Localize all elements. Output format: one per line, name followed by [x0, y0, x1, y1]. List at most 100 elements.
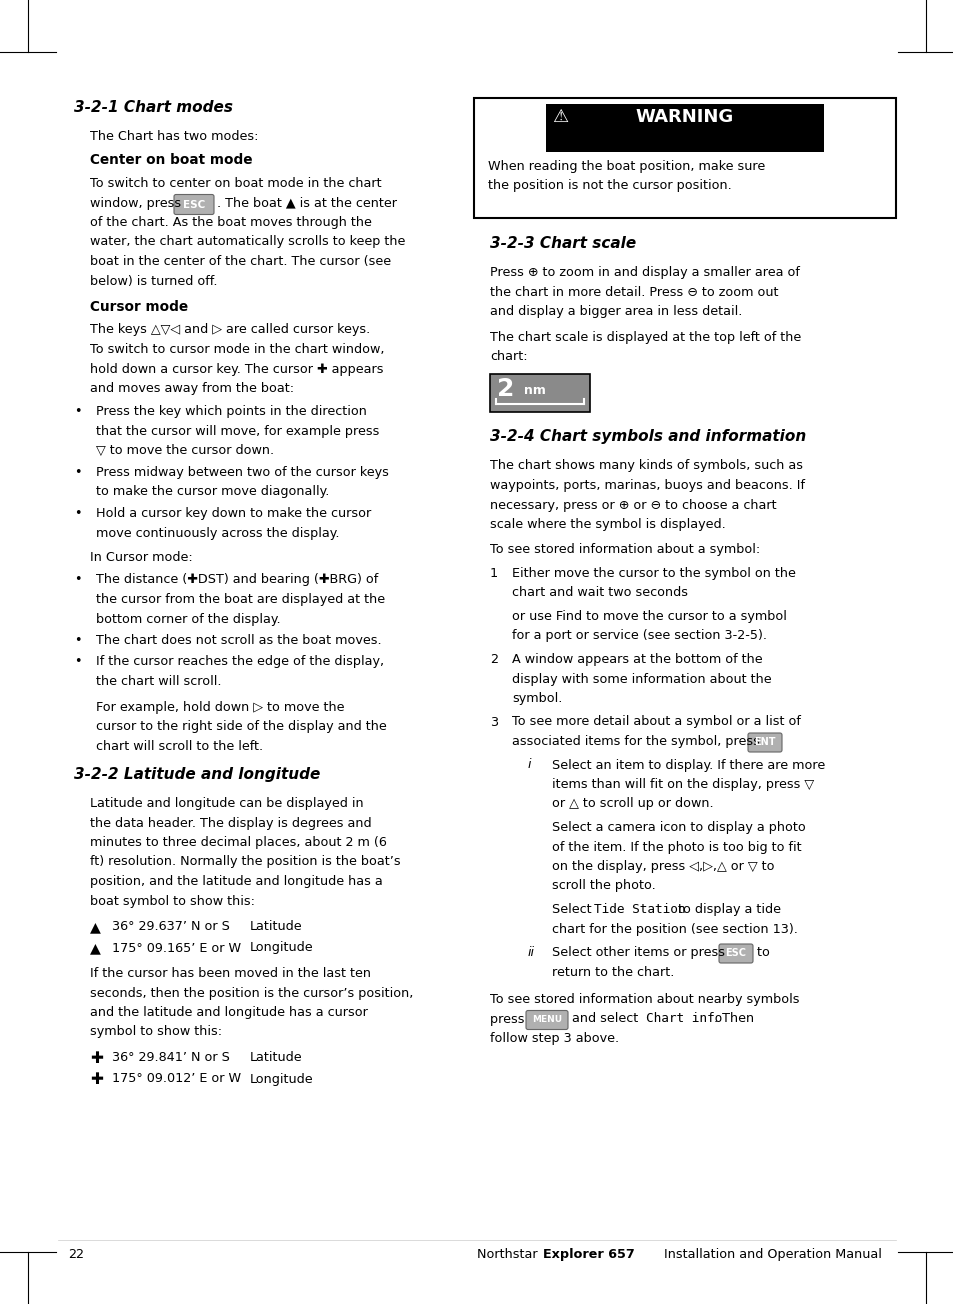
Text: of the item. If the photo is too big to fit: of the item. If the photo is too big to … — [552, 841, 801, 854]
Text: water, the chart automatically scrolls to keep the: water, the chart automatically scrolls t… — [90, 236, 405, 249]
Text: The chart shows many kinds of symbols, such as: The chart shows many kinds of symbols, s… — [490, 459, 802, 472]
Text: the data header. The display is degrees and: the data header. The display is degrees … — [90, 816, 372, 829]
Text: In Cursor mode:: In Cursor mode: — [90, 552, 193, 565]
FancyBboxPatch shape — [525, 1011, 567, 1029]
Text: the chart in more detail. Press ⊖ to zoom out: the chart in more detail. Press ⊖ to zoo… — [490, 286, 778, 299]
Text: ft) resolution. Normally the position is the boat’s: ft) resolution. Normally the position is… — [90, 855, 400, 868]
Text: Longitude: Longitude — [250, 1072, 314, 1085]
Text: ENT: ENT — [754, 737, 775, 747]
FancyBboxPatch shape — [747, 733, 781, 752]
Text: When reading the boat position, make sure: When reading the boat position, make sur… — [488, 160, 764, 173]
Text: Select an item to display. If there are more: Select an item to display. If there are … — [552, 759, 824, 772]
Text: A window appears at the bottom of the: A window appears at the bottom of the — [512, 653, 761, 666]
Text: and the latitude and longitude has a cursor: and the latitude and longitude has a cur… — [90, 1005, 368, 1018]
Text: seconds, then the position is the cursor’s position,: seconds, then the position is the cursor… — [90, 987, 413, 999]
Text: minutes to three decimal places, about 2 m (6: minutes to three decimal places, about 2… — [90, 836, 387, 849]
Text: for a port or service (see section 3-2-5).: for a port or service (see section 3-2-5… — [512, 630, 766, 643]
Text: Select other items or press: Select other items or press — [552, 945, 728, 958]
Text: bottom corner of the display.: bottom corner of the display. — [96, 613, 280, 626]
Text: MENU: MENU — [532, 1015, 561, 1024]
Text: i: i — [527, 759, 531, 772]
Text: Chart info: Chart info — [645, 1012, 721, 1025]
Text: symbol.: symbol. — [512, 692, 561, 705]
Text: 3-2-1 Chart modes: 3-2-1 Chart modes — [74, 100, 233, 115]
Text: . Then: . Then — [713, 1012, 753, 1025]
Text: ▲: ▲ — [90, 921, 101, 934]
Text: To see stored information about nearby symbols: To see stored information about nearby s… — [490, 994, 799, 1005]
Text: display with some information about the: display with some information about the — [512, 673, 771, 686]
Bar — [545, 104, 823, 153]
Text: 2: 2 — [490, 653, 497, 666]
Bar — [490, 373, 589, 412]
Text: to display a tide: to display a tide — [673, 902, 781, 915]
Text: Select a camera icon to display a photo: Select a camera icon to display a photo — [552, 822, 805, 835]
Text: The chart scale is displayed at the top left of the: The chart scale is displayed at the top … — [490, 330, 801, 343]
Text: to make the cursor move diagonally.: to make the cursor move diagonally. — [96, 485, 329, 498]
Text: 175° 09.165’ E or W: 175° 09.165’ E or W — [112, 941, 241, 955]
Text: follow step 3 above.: follow step 3 above. — [490, 1031, 618, 1045]
Text: necessary, press or ⊕ or ⊖ to choose a chart: necessary, press or ⊕ or ⊖ to choose a c… — [490, 498, 776, 511]
Bar — [474, 98, 895, 218]
Text: chart will scroll to the left.: chart will scroll to the left. — [96, 739, 263, 752]
Text: The Chart has two modes:: The Chart has two modes: — [90, 130, 258, 143]
Text: 3-2-3 Chart scale: 3-2-3 Chart scale — [490, 236, 636, 250]
Text: the chart will scroll.: the chart will scroll. — [96, 675, 221, 689]
Text: Latitude: Latitude — [250, 1051, 302, 1064]
Text: Select: Select — [552, 902, 595, 915]
Text: below) is turned off.: below) is turned off. — [90, 275, 217, 287]
Text: and moves away from the boat:: and moves away from the boat: — [90, 382, 294, 395]
Text: For example, hold down ▷ to move the: For example, hold down ▷ to move the — [96, 700, 344, 713]
Text: Latitude and longitude can be displayed in: Latitude and longitude can be displayed … — [90, 797, 363, 810]
Text: To switch to center on boat mode in the chart: To switch to center on boat mode in the … — [90, 177, 381, 190]
Text: Cursor mode: Cursor mode — [90, 300, 188, 314]
Text: Hold a cursor key down to make the cursor: Hold a cursor key down to make the curso… — [96, 507, 371, 520]
Text: symbol to show this:: symbol to show this: — [90, 1025, 222, 1038]
Text: 36° 29.841’ N or S: 36° 29.841’ N or S — [112, 1051, 230, 1064]
Text: chart and wait two seconds: chart and wait two seconds — [512, 587, 687, 600]
Text: Center on boat mode: Center on boat mode — [90, 154, 253, 167]
Text: 36° 29.637’ N or S: 36° 29.637’ N or S — [112, 921, 230, 932]
Text: 3: 3 — [490, 716, 497, 729]
Text: and display a bigger area in less detail.: and display a bigger area in less detail… — [490, 305, 741, 318]
Text: •: • — [74, 634, 81, 647]
Text: •: • — [74, 656, 81, 669]
Text: The chart does not scroll as the boat moves.: The chart does not scroll as the boat mo… — [96, 634, 381, 647]
Text: •: • — [74, 574, 81, 587]
Text: on the display, press ◁,▷,△ or ▽ to: on the display, press ◁,▷,△ or ▽ to — [552, 861, 774, 872]
Text: and select: and select — [567, 1012, 641, 1025]
Text: associated items for the symbol, press: associated items for the symbol, press — [512, 735, 763, 748]
Text: 3-2-4 Chart symbols and information: 3-2-4 Chart symbols and information — [490, 429, 805, 445]
Text: chart for the position (see section 13).: chart for the position (see section 13). — [552, 922, 797, 935]
Text: or use Find to move the cursor to a symbol: or use Find to move the cursor to a symb… — [512, 610, 786, 623]
Text: to: to — [752, 945, 769, 958]
Text: window, press: window, press — [90, 197, 185, 210]
Text: or △ to scroll up or down.: or △ to scroll up or down. — [552, 798, 713, 811]
Text: boat symbol to show this:: boat symbol to show this: — [90, 895, 254, 908]
Text: the cursor from the boat are displayed at the: the cursor from the boat are displayed a… — [96, 593, 385, 606]
Text: Tide Station: Tide Station — [594, 902, 685, 915]
Text: Press midway between two of the cursor keys: Press midway between two of the cursor k… — [96, 466, 389, 479]
Text: Press ⊕ to zoom in and display a smaller area of: Press ⊕ to zoom in and display a smaller… — [490, 266, 799, 279]
Text: ✚: ✚ — [90, 1072, 103, 1088]
Text: return to the chart.: return to the chart. — [552, 965, 674, 978]
Text: 2: 2 — [497, 377, 514, 402]
Text: ⚠: ⚠ — [552, 108, 568, 126]
Text: 1: 1 — [490, 567, 497, 580]
Text: scroll the photo.: scroll the photo. — [552, 879, 655, 892]
Text: Explorer 657: Explorer 657 — [542, 1248, 634, 1261]
Text: Longitude: Longitude — [250, 941, 314, 955]
Text: ▽ to move the cursor down.: ▽ to move the cursor down. — [96, 445, 274, 458]
Text: To switch to cursor mode in the chart window,: To switch to cursor mode in the chart wi… — [90, 343, 384, 356]
Text: boat in the center of the chart. The cursor (see: boat in the center of the chart. The cur… — [90, 256, 391, 269]
FancyBboxPatch shape — [719, 944, 752, 962]
Text: 3-2-2 Latitude and longitude: 3-2-2 Latitude and longitude — [74, 767, 320, 782]
Text: Press the key which points in the direction: Press the key which points in the direct… — [96, 406, 367, 419]
Text: items than will fit on the display, press ▽: items than will fit on the display, pres… — [552, 778, 813, 792]
Text: cursor to the right side of the display and the: cursor to the right side of the display … — [96, 720, 386, 733]
FancyBboxPatch shape — [173, 194, 213, 214]
Text: scale where the symbol is displayed.: scale where the symbol is displayed. — [490, 518, 725, 531]
Text: move continuously across the display.: move continuously across the display. — [96, 527, 339, 540]
Text: To see stored information about a symbol:: To see stored information about a symbol… — [490, 544, 760, 557]
Text: of the chart. As the boat moves through the: of the chart. As the boat moves through … — [90, 216, 372, 230]
Text: ii: ii — [527, 945, 535, 958]
